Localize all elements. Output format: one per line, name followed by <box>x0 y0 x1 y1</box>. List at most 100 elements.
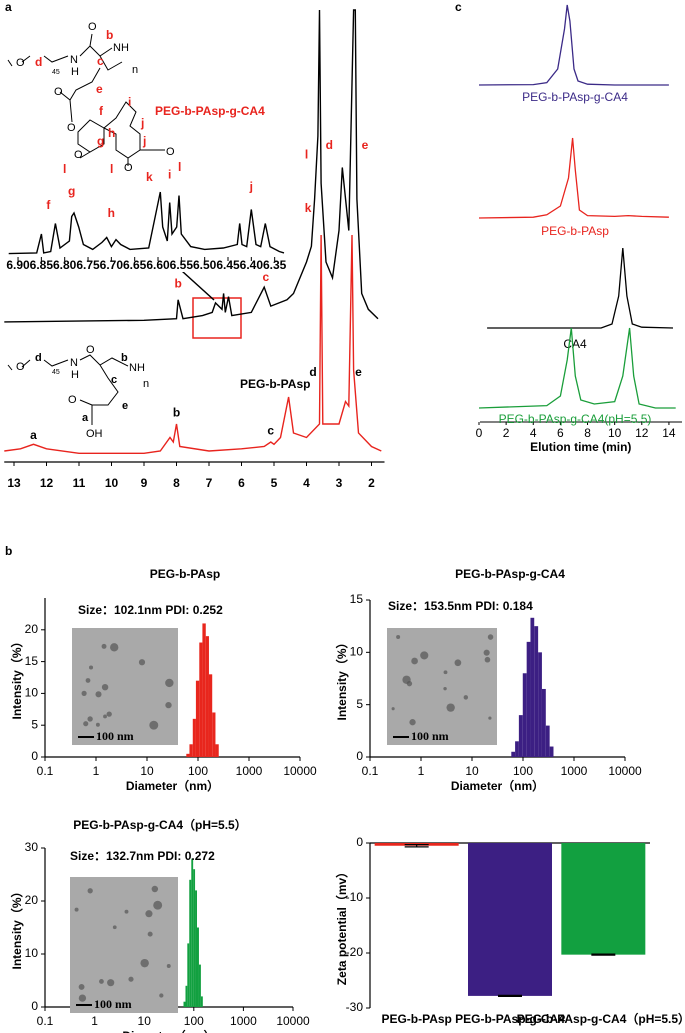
x-axis-label: Diameter（nm） <box>451 778 544 793</box>
x-tick-label: PEG-b-PAsp-g-CA4 <box>455 1012 565 1026</box>
bar <box>541 688 546 757</box>
y-tick-label: -20 <box>346 945 364 959</box>
tem-particle <box>101 643 107 649</box>
tem-particle <box>83 721 89 727</box>
spectrum-line <box>8 191 285 255</box>
atom-label: N <box>70 357 78 369</box>
error-bar <box>498 994 522 998</box>
x-tick-label: 6.35 <box>263 258 287 272</box>
tem-particle <box>110 643 119 652</box>
bar <box>192 718 196 757</box>
x-axis-label: Elution time (min) <box>530 440 631 454</box>
x-axis-label: Diameter（nm） <box>126 778 219 793</box>
bar <box>538 652 542 757</box>
x-tick-label: 6.75 <box>76 258 100 272</box>
series-label: PEG-b-PAsp <box>240 377 310 391</box>
tem-particle <box>99 979 104 984</box>
bar <box>191 858 194 1007</box>
x-tick-label: 7 <box>206 476 213 490</box>
tem-particle <box>484 656 491 663</box>
x-tick-label: 8 <box>584 426 591 440</box>
bar <box>205 636 209 757</box>
atom-label: O <box>88 21 97 33</box>
x-tick-label: 10 <box>140 764 154 778</box>
bar <box>196 927 199 1007</box>
atom-label: O <box>54 86 63 98</box>
y-tick-label: 0 <box>31 999 38 1013</box>
bar <box>187 943 190 1007</box>
atom-label: l <box>110 162 113 176</box>
x-tick-label: 6 <box>238 476 245 490</box>
atom-label: O <box>16 57 25 69</box>
x-tick-label: 10 <box>465 764 479 778</box>
y-tick-label: -30 <box>346 1000 364 1014</box>
y-tick-label: 10 <box>350 645 364 659</box>
y-tick-label: 5 <box>31 717 38 731</box>
x-tick-label: 6.65 <box>123 258 147 272</box>
bar <box>468 843 552 996</box>
atom-label: k <box>146 170 153 184</box>
y-tick-label: -10 <box>346 890 364 904</box>
y-tick-label: 0 <box>31 749 38 763</box>
y-tick-label: 15 <box>350 592 364 606</box>
x-tick-label: 3 <box>336 476 343 490</box>
tem-particle <box>103 714 107 719</box>
peak-label: c <box>267 424 274 438</box>
x-tick-label: 2 <box>368 476 375 490</box>
atom-label: O <box>124 162 133 174</box>
atom-label: O <box>166 146 175 158</box>
tem-particle <box>107 979 115 987</box>
atom-label: d <box>35 352 42 364</box>
x-tick-label: 0.1 <box>37 1014 54 1028</box>
tem-particle <box>166 964 171 968</box>
atom-label: g <box>97 134 104 148</box>
atom-label: f <box>99 104 104 118</box>
peak-label: e <box>355 365 362 379</box>
y-tick-label: 20 <box>25 893 39 907</box>
x-tick-label: 10 <box>138 1014 152 1028</box>
panel-label: a <box>5 0 12 14</box>
error-bar <box>404 844 429 848</box>
tem-particle <box>454 659 462 667</box>
tem-particle <box>95 722 100 727</box>
atom-label: l <box>63 162 66 176</box>
tem-particle <box>89 665 94 670</box>
peak-label: d <box>309 365 316 379</box>
bond <box>7 33 165 166</box>
peak-label: e <box>362 138 369 152</box>
atom-label: n <box>132 64 138 76</box>
peak-label: h <box>108 206 115 220</box>
tem-particle <box>488 716 492 720</box>
chart-title: PEG-b-PAsp-g-CA4 <box>455 567 565 581</box>
x-tick-label: 10000 <box>608 764 642 778</box>
x-tick-label: 5 <box>271 476 278 490</box>
tem-particle <box>487 634 494 640</box>
tem-particle <box>106 711 112 717</box>
series-label: PEG-b-PAsp-g-CA4 <box>522 90 628 104</box>
y-tick-label: 15 <box>25 654 39 668</box>
y-tick-label: 30 <box>25 840 39 854</box>
tem-particle <box>147 931 153 937</box>
x-tick-label: 0.1 <box>37 764 54 778</box>
atom-label: O <box>67 122 76 134</box>
bar <box>199 642 203 757</box>
bar <box>518 715 523 757</box>
atom-label: e <box>122 400 128 412</box>
series-label: PEG-b-PAsp-g-CA4(pH=5.5) <box>499 412 652 426</box>
atom-label: NH <box>113 42 129 54</box>
y-tick-label: 10 <box>25 686 39 700</box>
bar <box>534 626 539 757</box>
bar <box>515 741 519 757</box>
x-tick-label: 11 <box>73 476 86 490</box>
atom-label: n <box>143 378 149 390</box>
x-tick-label: 13 <box>7 476 21 490</box>
atom-label: c <box>111 374 117 386</box>
x-tick-label: 9 <box>141 476 148 490</box>
tem-particle <box>85 678 91 683</box>
x-tick-label: 6.70 <box>100 258 124 272</box>
peak-label: b <box>173 406 180 420</box>
x-tick-label: 1000 <box>236 764 263 778</box>
tem-particle <box>463 695 469 700</box>
tem-particle <box>420 651 429 660</box>
